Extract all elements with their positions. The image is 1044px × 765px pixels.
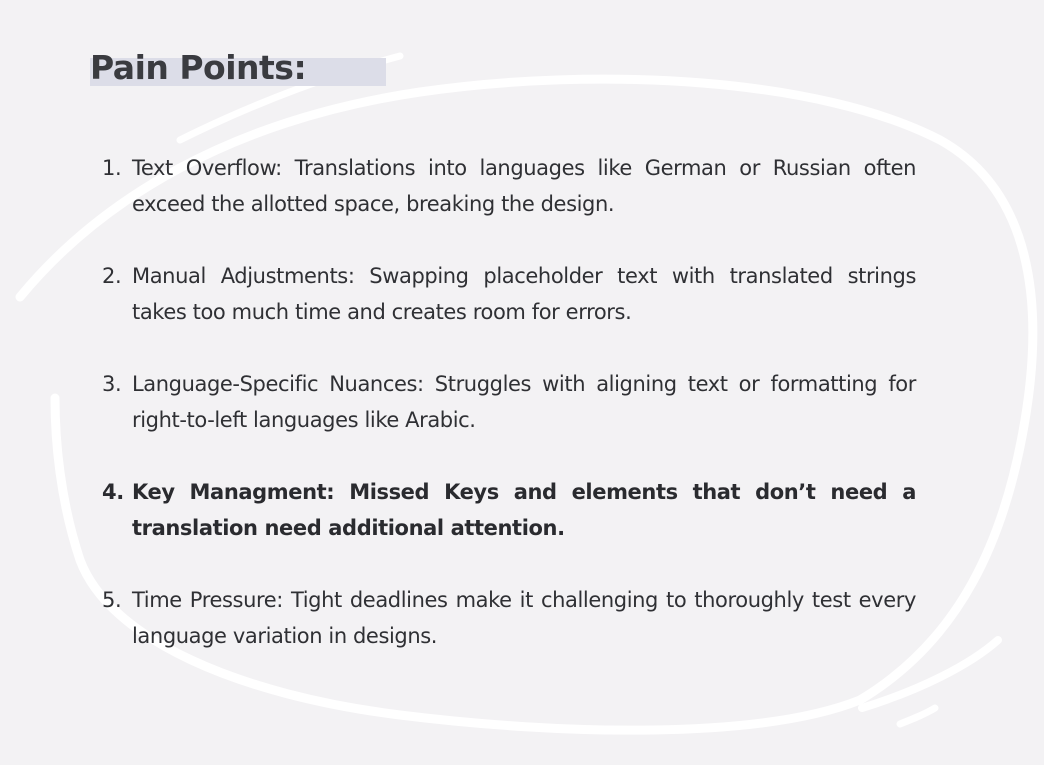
- list-item-text: Time Pressure: Tight deadlines make it c…: [132, 588, 916, 648]
- list-item: 5. Time Pressure: Tight deadlines make i…: [102, 582, 916, 654]
- list-item-number: 5.: [102, 588, 122, 612]
- list-item-number: 4.: [102, 480, 124, 504]
- list-item: 1. Text Overflow: Translations into lang…: [102, 150, 916, 222]
- list-item-text: Language-Specific Nuances: Struggles wit…: [132, 372, 916, 432]
- list-item: 4. Key Managment: Missed Keys and elemen…: [102, 474, 916, 546]
- list-item-number: 1.: [102, 156, 122, 180]
- page-title: Pain Points:: [90, 48, 307, 87]
- heading-highlight: [90, 58, 386, 86]
- heading-block: Pain Points:: [90, 46, 386, 90]
- list-item-number: 2.: [102, 264, 122, 288]
- list-item-text: Text Overflow: Translations into languag…: [132, 156, 916, 216]
- list-item: 3. Language-Specific Nuances: Struggles …: [102, 366, 916, 438]
- list-item-text: Manual Adjustments: Swapping placeholder…: [132, 264, 916, 324]
- list-item: 2. Manual Adjustments: Swapping placehol…: [102, 258, 916, 330]
- pain-points-list: 1. Text Overflow: Translations into lang…: [102, 150, 916, 690]
- list-item-number: 3.: [102, 372, 122, 396]
- list-item-text: Key Managment: Missed Keys and elements …: [132, 480, 916, 540]
